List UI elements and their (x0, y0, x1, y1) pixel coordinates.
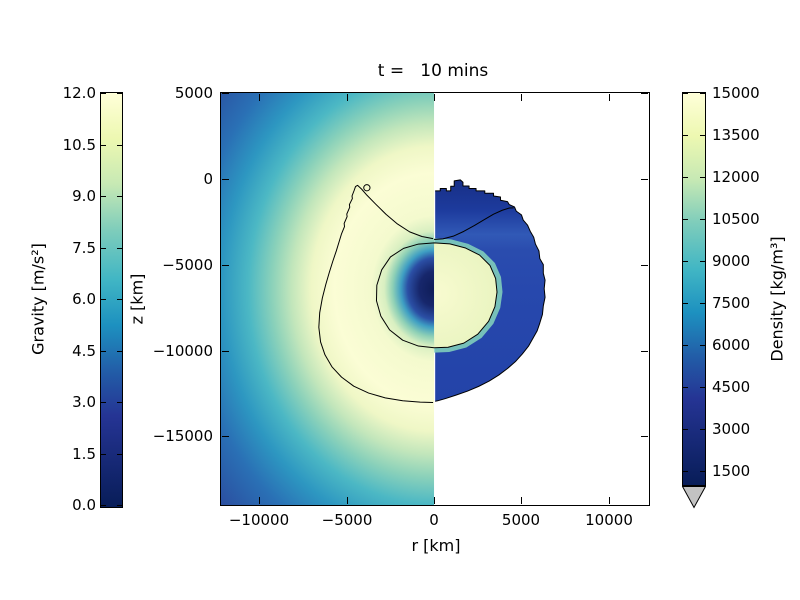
gravity-colorbar-tick (101, 505, 106, 506)
y-tick (641, 93, 648, 94)
gravity-colorbar-tick (117, 93, 122, 94)
gravity-colorbar-tick-label: 4.5 (72, 342, 96, 360)
y-tick-label: 5000 (174, 84, 213, 102)
gravity-colorbar-tick-label: 0.0 (72, 496, 96, 514)
y-tick-label: 0 (203, 170, 213, 188)
y-tick (641, 436, 648, 437)
gravity-colorbar-tick (101, 145, 106, 146)
gravity-colorbar-tick (117, 145, 122, 146)
gravity-colorbar-tick (117, 196, 122, 197)
x-tick (347, 497, 348, 504)
x-tick (521, 497, 522, 504)
density-colorbar-tick (683, 261, 688, 262)
x-tick (521, 94, 522, 101)
y-tick (222, 179, 229, 180)
density-colorbar-tick (700, 93, 705, 94)
density-colorbar-tick-label: 13500 (712, 126, 760, 144)
density-colorbar-tick-label: 15000 (712, 84, 760, 102)
y-tick (641, 351, 648, 352)
density-colorbar-tick (700, 303, 705, 304)
density-colorbar-tick (700, 177, 705, 178)
gravity-colorbar (100, 92, 123, 508)
gravity-colorbar-tick-label: 6.0 (72, 290, 96, 308)
gravity-colorbar-tick (117, 454, 122, 455)
x-tick-label: 0 (429, 511, 439, 529)
x-tick-label: −5000 (321, 511, 373, 529)
y-tick (222, 351, 229, 352)
x-tick (259, 497, 260, 504)
density-colorbar-tick-label: 7500 (712, 294, 751, 312)
density-colorbar-tick (683, 429, 688, 430)
density-colorbar-tick (700, 429, 705, 430)
x-tick (609, 497, 610, 504)
x-tick (434, 497, 435, 504)
density-colorbar-tick-label: 9000 (712, 252, 751, 270)
density-colorbar-label: Density [kg/m³] (767, 236, 787, 362)
y-tick-label: −5000 (162, 256, 213, 274)
y-tick (641, 179, 648, 180)
gravity-colorbar-tick (101, 299, 106, 300)
gravity-colorbar-tick-label: 10.5 (62, 136, 96, 154)
gravity-colorbar-tick (101, 454, 106, 455)
density-colorbar-tick-label: 6000 (712, 336, 751, 354)
density-colorbar-tick (683, 177, 688, 178)
gravity-colorbar-tick-label: 7.5 (72, 239, 96, 257)
x-axis-label: r [km] (411, 536, 461, 555)
x-tick-label: −10000 (228, 511, 290, 529)
density-colorbar-tick (700, 135, 705, 136)
gravity-colorbar-tick (101, 248, 106, 249)
y-tick (222, 93, 229, 94)
density-colorbar-tick (683, 387, 688, 388)
density-colorbar-tick (683, 345, 688, 346)
density-colorbar-extend-arrow-icon (682, 486, 706, 509)
x-tick-label: 10000 (585, 511, 633, 529)
y-tick-label: −10000 (152, 342, 213, 360)
density-colorbar-tick (700, 387, 705, 388)
gravity-colorbar-tick (117, 351, 122, 352)
density-colorbar (682, 92, 706, 486)
density-colorbar-tick (683, 135, 688, 136)
gravity-colorbar-tick-label: 1.5 (72, 445, 96, 463)
density-colorbar-tick (700, 261, 705, 262)
density-colorbar-tick (683, 219, 688, 220)
x-tick (259, 94, 260, 101)
gravity-colorbar-tick-label: 9.0 (72, 187, 96, 205)
density-colorbar-tick (683, 471, 688, 472)
y-tick (641, 265, 648, 266)
y-tick (222, 265, 229, 266)
plot-area (220, 92, 650, 506)
density-colorbar-tick-label: 4500 (712, 378, 751, 396)
density-colorbar-tick (683, 93, 688, 94)
gravity-colorbar-tick (101, 196, 106, 197)
density-colorbar-tick (700, 219, 705, 220)
density-colorbar-tick (700, 345, 705, 346)
gravity-colorbar-tick (101, 93, 106, 94)
gravity-colorbar-tick (101, 351, 106, 352)
x-tick-label: 5000 (501, 511, 541, 529)
y-axis-label: z [km] (127, 273, 147, 325)
x-tick (347, 94, 348, 101)
density-colorbar-tick-label: 3000 (712, 420, 751, 438)
y-tick-label: −15000 (152, 427, 213, 445)
density-colorbar-tick-label: 12000 (712, 168, 760, 186)
density-colorbar-tick-label: 1500 (712, 462, 751, 480)
x-tick (434, 94, 435, 101)
gravity-colorbar-tick-label: 3.0 (72, 393, 96, 411)
density-colorbar-tick-label: 10500 (712, 210, 760, 228)
gravity-colorbar-tick (117, 299, 122, 300)
x-tick (609, 94, 610, 101)
simulation-field-image (221, 93, 649, 505)
gravity-colorbar-tick-label: 12.0 (62, 84, 96, 102)
density-colorbar-tick (683, 303, 688, 304)
gravity-colorbar-tick (101, 402, 106, 403)
plot-title: t = 10 mins (377, 61, 489, 81)
gravity-colorbar-tick (117, 248, 122, 249)
gravity-colorbar-tick (117, 505, 122, 506)
density-colorbar-tick (700, 471, 705, 472)
gravity-colorbar-tick (117, 402, 122, 403)
y-tick (222, 436, 229, 437)
